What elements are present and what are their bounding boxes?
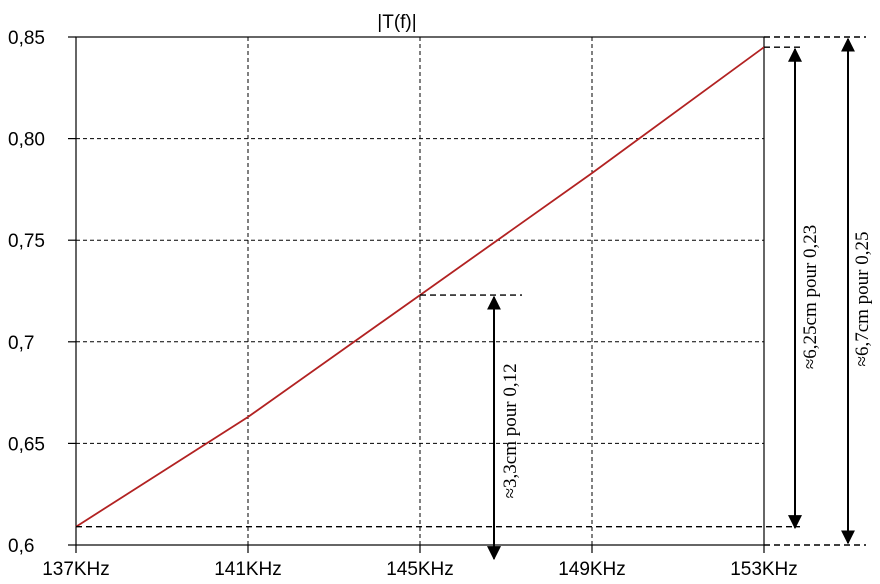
y-tick-label: 0,75 [8,231,45,252]
chart-title: |T(f)| [377,12,416,33]
x-tick-label: 137KHz [42,559,110,580]
x-tick-label: 145KHz [386,559,454,580]
y-tick-label: 0,85 [8,28,45,49]
series-layer [75,46,765,528]
annotation-label: ≈6,7cm pour 0,25 [852,232,873,367]
axis-labels: 137KHz 141KHz 145KHz 149KHz 153KHz 0,6 0,65 0,7… [8,28,798,580]
grid-lines [76,37,764,545]
annotation-label: ≈3,3cm pour 0,12 [500,363,521,498]
x-tick-label: 141KHz [214,559,282,580]
x-tick-label: 153KHz [730,559,798,580]
y-tick-label: 0,6 [8,536,34,557]
annotation-label: ≈6,25cm pour 0,23 [800,225,821,369]
y-tick-label: 0,65 [8,434,45,455]
annotation-layer: ≈3,3cm pour 0,12 ≈6,25cm pour 0,23 ≈6,7cm … [76,36,873,561]
x-tick-label: 149KHz [558,559,626,580]
y-tick-label: 0,7 [8,333,34,354]
series-line [75,46,765,528]
y-tick-label: 0,80 [8,130,45,151]
